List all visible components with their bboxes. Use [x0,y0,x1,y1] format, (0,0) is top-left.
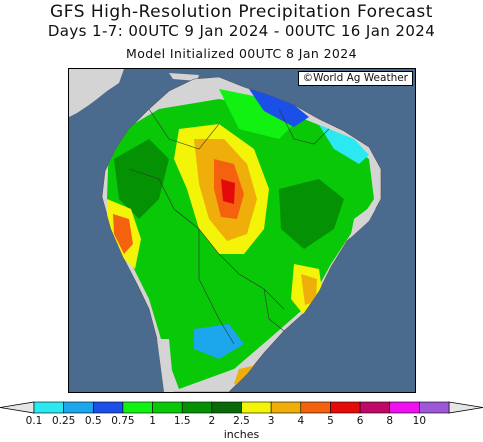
border-line-2 [128,168,220,255]
legend-tick-label: 3 [268,415,275,427]
border-line-4 [198,229,235,345]
legend-swatch [241,401,272,414]
caribbean-island [169,73,199,81]
legend-swatch [359,401,391,414]
color-legend: 0.1 0.25 0.5 0.75 1 1.5 2 2.5 3 4 5 6 8 10 inches [0,398,483,442]
precip-red-spot [221,179,235,204]
legend-tick-label: 0.75 [111,415,134,427]
border-line-5 [263,288,285,332]
precip-orange-west [113,214,133,254]
legend-swatch [300,401,331,414]
central-america-land [69,69,124,117]
legend-tick-label: 0.5 [85,415,102,427]
legend-swatch [33,401,64,414]
legend-swatch [211,401,242,414]
model-init-time: Model Initialized 00UTC 8 Jan 2024 [126,46,357,61]
copyright-credit: ©World Ag Weather [297,71,413,86]
precipitation-map: ©World Ag Weather [68,68,416,393]
precip-blue-south [194,324,244,359]
map-title: GFS High-Resolution Precipitation Foreca… [50,2,433,22]
legend-unit-label: inches [223,428,260,441]
legend-swatch [122,401,153,414]
border-line-1 [148,108,220,150]
legend-swatch [270,401,302,414]
border-line-3 [218,253,285,310]
legend-high-cap [448,401,483,414]
legend-low-cap [0,401,35,414]
legend-tick-label: 10 [413,415,426,427]
legend-swatch [389,401,420,414]
legend-swatch [63,401,94,414]
legend-tick-label: 0.25 [52,415,75,427]
legend-tick-label: 2.5 [233,415,250,427]
precip-darkgreen-east [279,179,344,249]
forecast-period: Days 1-7: 00UTC 9 Jan 2024 - 00UTC 16 Ja… [47,22,436,40]
precip-blue-coast [249,89,309,127]
precip-cyan-coast [319,125,369,164]
legend-swatch [181,401,213,414]
legend-tick-label: 1 [149,415,156,427]
legend-swatch [330,401,361,414]
legend-tick-label: 5 [327,415,334,427]
border-line-6 [278,108,330,145]
map-canvas [69,69,415,392]
legend-swatch [419,401,450,414]
legend-tick-label: 0.1 [26,415,43,427]
precip-lightgreen-north [219,89,299,139]
legend-tick-label: 6 [357,415,364,427]
legend-tick-label: 8 [386,415,393,427]
legend-tick-label: 2 [209,415,216,427]
legend-tick-label: 1.5 [174,415,191,427]
legend-bar: 0.1 0.25 0.5 0.75 1 1.5 2 2.5 3 4 5 6 8 10 [0,401,483,427]
legend-tick-label: 4 [297,415,304,427]
legend-swatch [152,401,183,414]
precip-orange-southeast [301,274,317,305]
precip-darkgreen-west [114,139,169,219]
legend-swatch [92,401,124,414]
